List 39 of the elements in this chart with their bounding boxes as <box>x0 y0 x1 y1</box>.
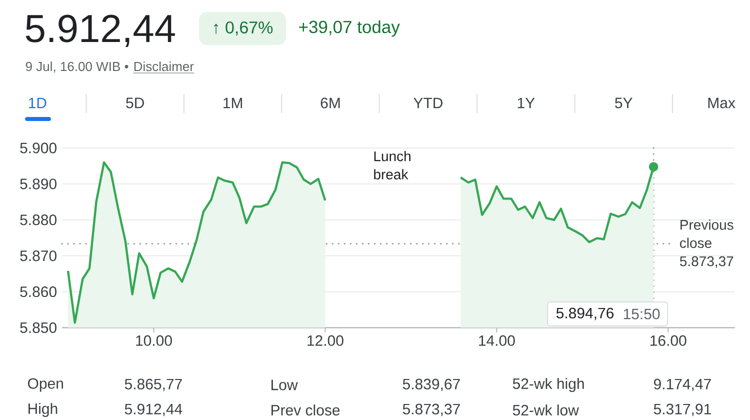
x-tick-label: 14.00 <box>479 335 515 346</box>
annotation: 5.894,76 <box>556 308 614 320</box>
text: 1D <box>28 98 46 108</box>
text: Low <box>272 380 298 390</box>
y-tick-label: 5.880 <box>20 214 56 226</box>
text: 1Y <box>518 98 535 108</box>
y-tick-label: 5.890 <box>20 178 56 190</box>
chart-title: 5.912,44 <box>26 14 175 47</box>
y-tick-label: 5.900 <box>20 142 56 154</box>
annotation: 15:50 <box>624 308 660 320</box>
text: 5.317,91 <box>654 404 711 416</box>
text: ↑ 0,67% <box>214 21 273 36</box>
text: Open <box>28 378 63 392</box>
text: 5Y <box>615 98 632 108</box>
y-tick-label: 5.870 <box>20 250 56 262</box>
text: 5D <box>126 98 144 108</box>
text: 9 Jul, 16.00 WIB • <box>26 62 128 73</box>
text: 9.174,47 <box>654 378 711 392</box>
text: 5.912,44 <box>124 404 182 416</box>
text: Max <box>708 98 736 108</box>
text: Prev close <box>272 404 340 416</box>
text: Disclaimer <box>134 62 194 72</box>
y-tick-label: 5.850 <box>20 322 56 333</box>
chart-subtitle: +39,07 today <box>299 20 400 37</box>
ref-line-label: Previous close 5.873,37 <box>680 220 734 268</box>
text: 5.873,37 <box>402 404 460 416</box>
y-tick-label: 5.860 <box>20 286 56 298</box>
text: 52-wk high <box>512 378 584 392</box>
x-tick-label: 10.00 <box>136 335 172 346</box>
text: 5.865,77 <box>124 378 182 392</box>
text: 5.839,67 <box>402 378 460 392</box>
text: YTD <box>414 98 442 108</box>
annotation: Lunch break <box>374 150 410 180</box>
x-tick-label: 16.00 <box>650 335 686 346</box>
text: 6M <box>320 98 340 108</box>
text: 1M <box>224 98 242 108</box>
text: 52-wk low <box>512 404 579 416</box>
x-tick-label: 12.00 <box>308 335 344 346</box>
text: High <box>28 402 58 417</box>
